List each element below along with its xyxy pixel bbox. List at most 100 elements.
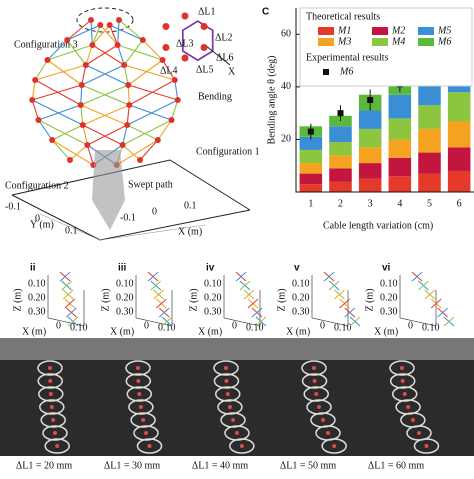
z-tick: 0.10: [204, 278, 222, 289]
joint: [121, 62, 128, 68]
photo-link: [42, 425, 68, 441]
joint: [49, 137, 56, 143]
caption: ΔL1 = 60 mm: [368, 460, 424, 471]
link: [127, 59, 163, 86]
config3: Configuration 3: [14, 39, 78, 50]
y-label: Y (m): [30, 219, 54, 230]
swept-shadow: [92, 150, 125, 230]
mini-box: [399, 275, 437, 327]
bar-segment: [358, 163, 382, 179]
mini-link: [437, 307, 448, 318]
experimental-point: [337, 110, 344, 117]
z-tick: 0.30: [292, 306, 310, 317]
bar-segment: [418, 128, 441, 153]
link: [127, 84, 130, 106]
photo-joint: [417, 431, 421, 435]
joint: [29, 97, 36, 103]
link: [85, 44, 118, 66]
bar-segment: [388, 139, 412, 158]
mini-link: [150, 280, 162, 291]
link: [129, 104, 172, 121]
photo-link: [303, 386, 329, 402]
mini-link: [66, 307, 77, 318]
bar-segment: [418, 173, 441, 192]
photo-joint: [400, 366, 404, 370]
link: [117, 19, 120, 46]
x-tick-label: 4: [397, 198, 402, 209]
legend-label: M6: [339, 66, 353, 77]
photo-link: [128, 399, 154, 415]
bar-segment: [329, 168, 352, 182]
link: [90, 19, 93, 46]
photo-joint: [144, 431, 148, 435]
x-tick-mini: 0.10: [158, 322, 176, 333]
bar-segment: [447, 147, 471, 171]
joint: [124, 122, 131, 128]
y-tick-label: 60: [281, 29, 291, 40]
link: [162, 59, 176, 81]
mini-link: [424, 289, 436, 300]
link: [51, 139, 71, 161]
config2: Configuration 2: [5, 180, 69, 191]
z-tick: 0.30: [28, 306, 46, 317]
link: [122, 144, 141, 161]
bar-segment: [447, 92, 471, 122]
cable-node: [162, 23, 170, 30]
z-tick: 0.20: [380, 292, 398, 303]
legend-swatch: [372, 38, 388, 46]
link: [66, 24, 101, 41]
photo-joint: [141, 418, 146, 422]
photo-joint: [224, 379, 229, 383]
link: [31, 99, 84, 126]
link: [91, 24, 111, 46]
link: [80, 104, 84, 126]
joint: [88, 17, 94, 23]
joint: [44, 57, 51, 63]
x-tick-label: 6: [457, 198, 462, 209]
mini-link: [344, 307, 356, 318]
joint: [137, 157, 143, 163]
joint: [126, 102, 133, 108]
z-tick: 0.20: [116, 292, 134, 303]
legend-label: M3: [337, 36, 351, 47]
x-tick-label: 1: [308, 198, 313, 209]
legend-swatch: [372, 27, 388, 35]
legend-swatch: [418, 38, 434, 46]
link: [85, 44, 93, 66]
y-tick-label: 0: [35, 213, 40, 224]
photo-joint: [147, 444, 152, 448]
photo-joint: [48, 366, 52, 370]
photo-joint: [225, 392, 230, 396]
mini-box: [311, 275, 349, 327]
panel-label: vi: [382, 263, 391, 274]
x-label-mini: X (m): [22, 326, 46, 337]
photo-link: [217, 399, 243, 415]
bar-segment: [358, 178, 382, 192]
joint: [97, 22, 104, 28]
bar-segment: [447, 121, 471, 148]
legend-label: M1: [337, 25, 351, 36]
z-tick: 0.10: [28, 278, 46, 289]
photo-link: [215, 386, 241, 402]
link: [99, 24, 119, 46]
bar-segment: [299, 163, 323, 174]
legend-label: M5: [437, 25, 451, 36]
axes-frame: [295, 8, 474, 193]
link: [82, 104, 130, 126]
photo-link: [229, 438, 255, 454]
joint: [174, 97, 181, 103]
link: [126, 104, 130, 126]
mini-link: [64, 298, 76, 309]
joint: [159, 57, 166, 63]
mini-link: [147, 271, 159, 282]
panel-label: C: [262, 7, 269, 18]
bending: Bending: [198, 91, 232, 102]
photo-joint: [410, 418, 415, 422]
x-tick-mini: 0.10: [422, 322, 440, 333]
cable-label: ΔL5: [196, 64, 214, 75]
photo-link: [125, 373, 152, 389]
legend-swatch: [318, 38, 334, 46]
cable-node: [181, 54, 189, 62]
mini-link: [62, 289, 74, 300]
